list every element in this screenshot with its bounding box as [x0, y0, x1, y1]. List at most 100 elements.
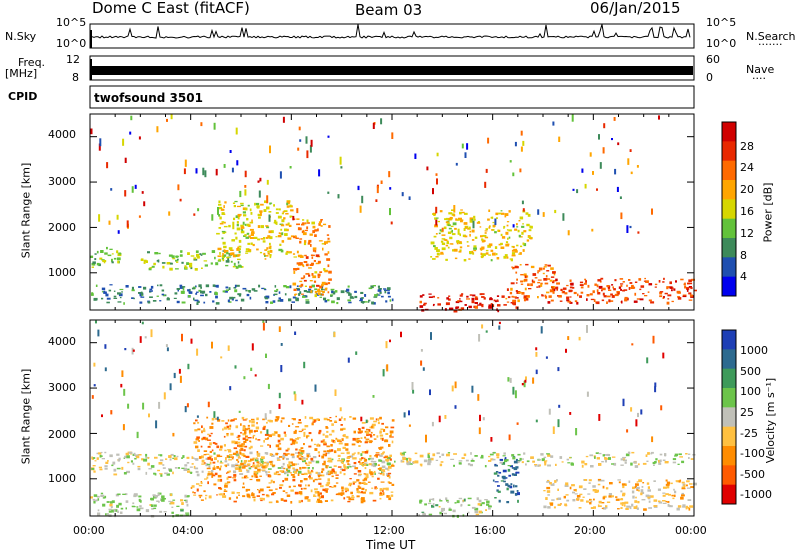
- data-cell: [504, 254, 508, 257]
- data-cell: [512, 246, 515, 248]
- data-cell: [181, 467, 185, 469]
- data-cell: [259, 251, 263, 254]
- data-cell: [177, 467, 180, 469]
- data-cell: [688, 279, 692, 283]
- data-cell: [265, 295, 270, 299]
- data-cell: [352, 482, 355, 485]
- data-cell: [373, 434, 376, 436]
- scatter-echo: [565, 348, 567, 353]
- data-cell: [311, 273, 314, 276]
- data-cell: [226, 472, 228, 474]
- data-cell: [268, 475, 272, 478]
- scatter-echo: [294, 331, 297, 335]
- data-cell: [310, 457, 314, 461]
- data-cell: [346, 451, 350, 455]
- data-cell: [387, 472, 392, 475]
- data-cell: [447, 231, 452, 234]
- data-cell: [650, 452, 653, 455]
- data-cell: [659, 291, 664, 293]
- scatter-echo: [660, 405, 663, 411]
- data-cell: [236, 492, 240, 494]
- data-cell: [227, 419, 230, 422]
- data-cell: [154, 456, 158, 459]
- data-cell: [648, 500, 651, 503]
- scatter-echo: [292, 215, 295, 221]
- data-cell: [454, 227, 457, 230]
- data-cell: [491, 216, 494, 219]
- data-cell: [510, 483, 513, 486]
- data-cell: [90, 496, 93, 499]
- scatter-echo: [216, 416, 219, 421]
- data-cell: [286, 474, 289, 477]
- data-cell: [346, 496, 350, 498]
- data-cell: [230, 260, 233, 263]
- data-cell: [249, 228, 254, 231]
- data-cell: [664, 292, 668, 295]
- data-cell: [217, 474, 222, 478]
- data-cell: [427, 453, 430, 456]
- data-cell: [198, 456, 202, 459]
- data-cell: [474, 302, 478, 304]
- data-cell: [184, 494, 187, 498]
- data-cell: [439, 456, 441, 458]
- data-cell: [175, 268, 179, 270]
- data-cell: [476, 304, 481, 306]
- data-cell: [324, 253, 328, 256]
- data-cell: [553, 272, 556, 276]
- data-cell: [629, 282, 633, 284]
- scatter-echo: [535, 419, 538, 423]
- data-cell: [530, 456, 534, 459]
- scatter-echo: [165, 344, 168, 347]
- data-cell: [125, 285, 129, 288]
- data-cell: [471, 229, 475, 233]
- data-cell: [216, 494, 218, 496]
- data-cell: [595, 452, 599, 454]
- data-cell: [99, 257, 103, 260]
- data-cell: [564, 503, 567, 507]
- scatter-echo: [521, 200, 524, 205]
- data-cell: [437, 220, 440, 223]
- data-cell: [406, 459, 409, 463]
- nsky-label: N.Sky: [5, 30, 37, 43]
- data-cell: [264, 433, 269, 436]
- data-cell: [602, 454, 605, 457]
- data-cell: [275, 416, 280, 419]
- data-cell: [201, 290, 206, 294]
- scatter-echo: [121, 370, 124, 377]
- data-cell: [543, 505, 547, 509]
- data-cell: [299, 467, 302, 470]
- colorbar-swatch: [722, 276, 736, 297]
- data-cell: [297, 288, 301, 291]
- data-cell: [629, 287, 634, 289]
- scatter-echo: [509, 160, 512, 163]
- data-cell: [438, 232, 441, 235]
- scatter-echo: [314, 384, 317, 392]
- data-cell: [180, 499, 184, 502]
- data-cell: [243, 449, 246, 452]
- data-cell: [546, 453, 550, 455]
- data-cell: [471, 300, 475, 304]
- vel-cbar-tick-m100: -100: [740, 447, 765, 460]
- scatter-echo: [163, 392, 166, 400]
- data-cell: [189, 466, 193, 468]
- data-cell: [430, 457, 434, 461]
- data-cell: [314, 249, 317, 253]
- data-cell: [266, 486, 271, 488]
- freq-band: [91, 66, 693, 75]
- data-cell: [264, 438, 269, 440]
- data-cell: [488, 507, 491, 510]
- data-cell: [390, 433, 392, 436]
- data-cell: [546, 479, 550, 482]
- data-cell: [181, 502, 184, 505]
- data-cell: [285, 286, 290, 289]
- data-cell: [248, 429, 253, 433]
- data-cell: [223, 254, 227, 257]
- scatter-echo: [215, 168, 218, 176]
- data-cell: [539, 464, 541, 467]
- scatter-echo: [91, 395, 94, 399]
- data-cell: [98, 452, 102, 455]
- scatter-echo: [481, 324, 484, 329]
- data-cell: [484, 499, 488, 501]
- data-cell: [379, 488, 383, 491]
- data-cell: [326, 445, 330, 448]
